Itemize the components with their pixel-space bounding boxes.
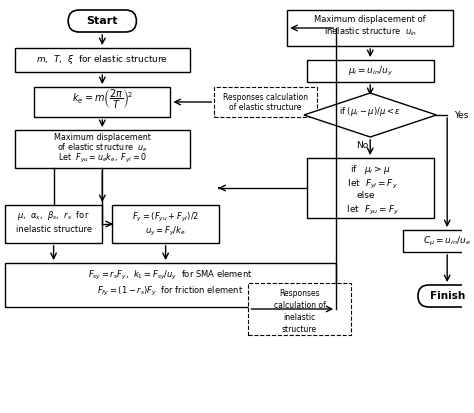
FancyBboxPatch shape — [307, 158, 434, 218]
Text: structure: structure — [282, 325, 317, 334]
FancyBboxPatch shape — [15, 130, 190, 168]
FancyBboxPatch shape — [5, 205, 102, 243]
Text: $C_{\mu} = u_{in} / u_e$: $C_{\mu} = u_{in} / u_e$ — [423, 235, 471, 247]
Polygon shape — [304, 93, 437, 137]
Text: Let  $F_{yu} = u_e k_e,\ F_{yl} = 0$: Let $F_{yu} = u_e k_e,\ F_{yl} = 0$ — [58, 152, 147, 164]
Text: $\mu$,  $\alpha_s$,  $\beta_s$,  $r_s$  for: $\mu$, $\alpha_s$, $\beta_s$, $r_s$ for — [18, 209, 90, 221]
Text: Responses: Responses — [279, 289, 320, 297]
Text: Responses calculation: Responses calculation — [223, 93, 308, 102]
Text: $F_{sy} = r_s F_y$,  $k_1 = F_{sy}/u_y$  for SMA element: $F_{sy} = r_s F_y$, $k_1 = F_{sy}/u_y$ f… — [88, 268, 253, 282]
Text: Start: Start — [87, 16, 118, 26]
FancyBboxPatch shape — [287, 10, 453, 46]
FancyBboxPatch shape — [5, 263, 336, 307]
Text: $F_y = (F_{yu}+F_{yl})/2$: $F_y = (F_{yu}+F_{yl})/2$ — [132, 211, 199, 223]
Text: No: No — [356, 140, 369, 150]
Text: inelastic structure: inelastic structure — [16, 225, 91, 233]
FancyBboxPatch shape — [248, 283, 351, 335]
Text: inelastic: inelastic — [283, 313, 316, 321]
Text: of elastic structure  $u_e$: of elastic structure $u_e$ — [57, 142, 147, 154]
Text: if   $\mu_i > \mu$: if $\mu_i > \mu$ — [350, 164, 391, 176]
Text: $F_{fy} = (1-r_s)F_y$  for friction element: $F_{fy} = (1-r_s)F_y$ for friction eleme… — [97, 285, 244, 297]
Text: $\mu_i = u_{in} / u_y$: $\mu_i = u_{in} / u_y$ — [347, 64, 393, 78]
Text: Maximum displacement: Maximum displacement — [54, 133, 151, 142]
FancyBboxPatch shape — [68, 10, 137, 32]
Text: $u_y = F_y / k_e$: $u_y = F_y / k_e$ — [145, 224, 186, 237]
FancyBboxPatch shape — [403, 230, 474, 252]
Text: Yes: Yes — [454, 111, 468, 119]
Text: $m$,  $T$,  $\xi$  for elastic structure: $m$, $T$, $\xi$ for elastic structure — [36, 54, 168, 66]
FancyBboxPatch shape — [15, 48, 190, 72]
Text: $k_e = m\left(\dfrac{2\pi}{T}\right)^{\!2}$: $k_e = m\left(\dfrac{2\pi}{T}\right)^{\!… — [72, 88, 133, 111]
FancyBboxPatch shape — [214, 87, 317, 117]
FancyBboxPatch shape — [34, 87, 171, 117]
FancyBboxPatch shape — [112, 205, 219, 243]
FancyBboxPatch shape — [418, 285, 474, 307]
FancyBboxPatch shape — [307, 60, 434, 82]
Text: else: else — [356, 192, 374, 200]
Text: Maximum displacement of: Maximum displacement of — [314, 16, 426, 24]
Text: of elastic structure: of elastic structure — [229, 102, 301, 112]
Text: calculation of: calculation of — [273, 301, 326, 309]
Text: let  $F_{yl} = F_y$: let $F_{yl} = F_y$ — [342, 178, 398, 190]
Text: inelastic structure  $u_{in}$: inelastic structure $u_{in}$ — [324, 26, 417, 38]
Text: Finish: Finish — [429, 291, 465, 301]
Text: let  $F_{yu} = F_y$: let $F_{yu} = F_y$ — [341, 204, 399, 216]
Text: if $( \mu_i - \mu) / \mu < \varepsilon$: if $( \mu_i - \mu) / \mu < \varepsilon$ — [339, 105, 401, 119]
